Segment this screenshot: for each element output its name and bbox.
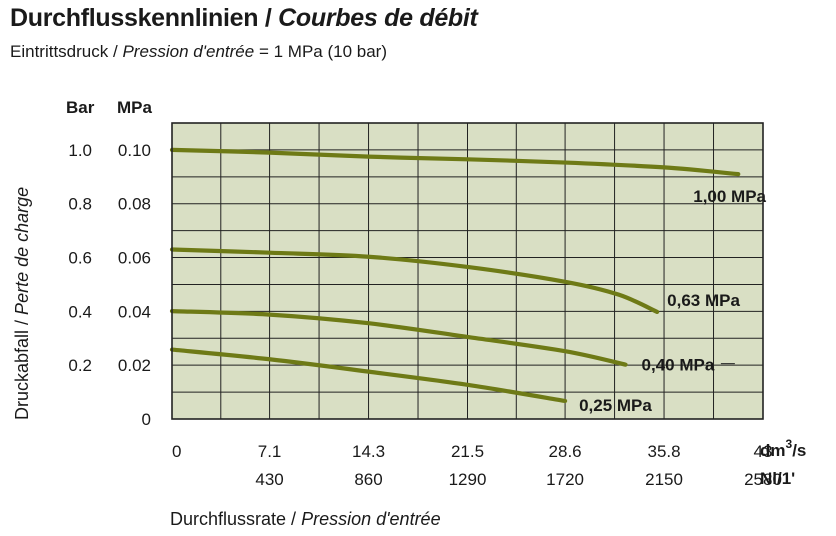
x-tick-label-primary: 7.1 — [258, 442, 282, 461]
chart-subtitle: Eintrittsdruck / Pression d'entrée = 1 M… — [10, 42, 387, 62]
x-tick-label-primary: 14.3 — [352, 442, 385, 461]
series-line — [169, 347, 568, 404]
x-axis-ticks: 0 7.1 14.3 21.5 28.6 35.8 43 430 860 1290 1720 2150… — [172, 442, 782, 489]
series-line — [169, 147, 741, 177]
x-axis-label-de: Durchflussrate / — [170, 509, 297, 529]
grid-lines — [172, 123, 763, 419]
x-tick-label-primary: 43 — [754, 442, 773, 461]
x-unit-primary: dm3/s — [760, 437, 806, 460]
y-unit-bar: Bar — [66, 98, 95, 117]
series-label: 0,63 MPa — [667, 291, 740, 310]
y-tick-label-bar: 0.6 — [68, 249, 92, 268]
y-tick-label-bar: 0.8 — [68, 195, 92, 214]
x-tick-label-secondary: 1720 — [546, 470, 584, 489]
series-line — [169, 247, 660, 315]
x-tick-label-primary: 28.6 — [549, 442, 582, 461]
subtitle-value: = 1 MPa (10 bar) — [258, 42, 387, 61]
y-unit-mpa: MPa — [117, 98, 153, 117]
y-tick-label-bar: 1.0 — [68, 141, 92, 160]
y-tick-label-bar: 0.4 — [68, 302, 92, 321]
series-lines: 1,00 MPa 0,63 MPa 0,40 MPa 0,25 MPa — [169, 147, 767, 415]
x-unit-secondary: Nl/1' — [760, 469, 795, 488]
x-tick-label-primary: 35.8 — [647, 442, 680, 461]
series-label: 1,00 MPa — [693, 187, 766, 206]
plot-border — [171, 122, 764, 420]
x-tick-label-secondary: 430 — [255, 470, 283, 489]
x-tick-label-secondary: 2150 — [645, 470, 683, 489]
chart-title: Durchflusskennlinien / Courbes de débit — [10, 4, 478, 33]
x-tick-label-secondary: 2580 — [744, 470, 782, 489]
y-axis-label-de: Druckabfall / — [12, 320, 32, 420]
x-tick-label-primary: 21.5 — [451, 442, 484, 461]
chart-title-de: Durchflusskennlinien / — [10, 4, 272, 32]
y-tick-label-mpa: 0.10 — [118, 141, 151, 160]
x-unit-tail: /s — [792, 441, 806, 460]
y-tick-label-mpa: 0 — [142, 410, 151, 429]
chart-title-fr: Courbes de débit — [278, 4, 478, 32]
y-tick-label-mpa: 0.02 — [118, 356, 151, 375]
y-axis-label-text: Druckabfall / Perte de charge — [12, 187, 32, 420]
x-axis-label-fr: Pression d'entrée — [301, 509, 441, 529]
x-axis-label: Durchflussrate / Pression d'entrée — [170, 509, 441, 530]
y-axis-label-fr: Perte de charge — [12, 187, 32, 315]
y-tick-label-mpa: 0.06 — [118, 249, 151, 268]
x-tick-label-secondary: 860 — [354, 470, 382, 489]
x-tick-label-primary: 0 — [172, 442, 181, 461]
y-tick-label-bar: 0.2 — [68, 356, 92, 375]
subtitle-de: Eintrittsdruck / — [10, 42, 118, 61]
x-tick-label-secondary: 1290 — [449, 470, 487, 489]
y-tick-label-mpa: 0.04 — [118, 302, 151, 321]
series-label: 0,25 MPa — [579, 396, 652, 415]
y-axis-ticks: 0 0.2 0.02 0.4 0.04 0.6 0.06 0.8 0.08 1.0 0.10 — [68, 141, 151, 429]
series-line — [169, 308, 628, 367]
y-axis-label: Druckabfall / Perte de charge — [12, 187, 32, 420]
subtitle-fr: Pression d'entrée — [122, 42, 255, 61]
y-tick-label-mpa: 0.08 — [118, 195, 151, 214]
series-label: 0,40 MPa — [642, 356, 715, 375]
x-unit-superscript: 3 — [786, 437, 793, 451]
